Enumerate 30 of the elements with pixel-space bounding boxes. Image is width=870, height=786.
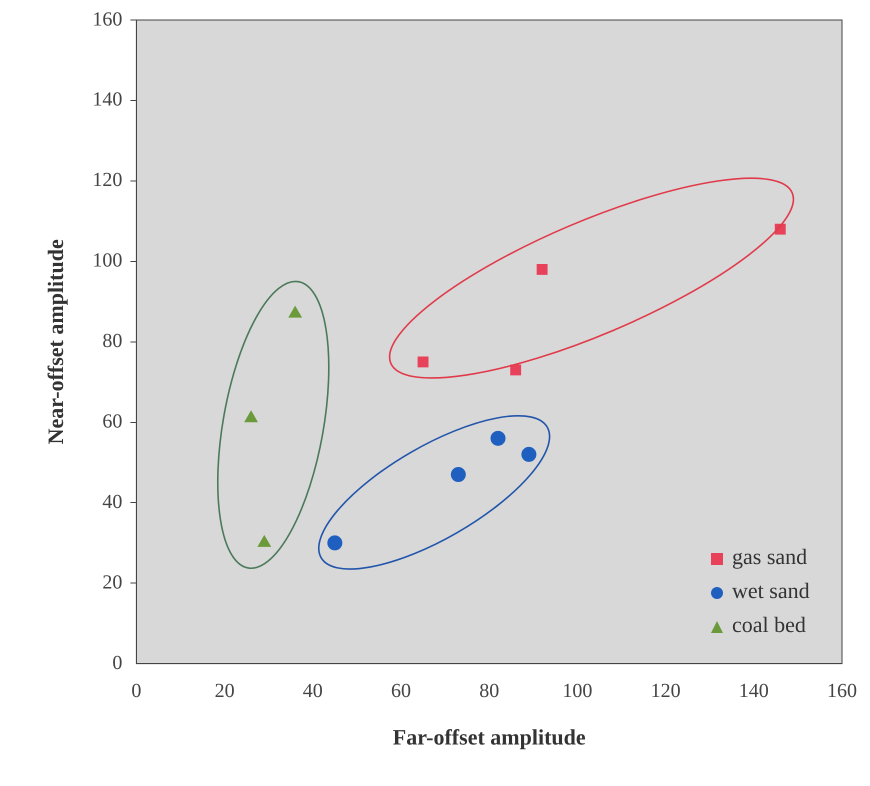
x-tick-label: 160 xyxy=(827,680,857,702)
x-axis-title: Far-offset amplitude xyxy=(392,724,586,750)
y-tick-label: 160 xyxy=(92,8,122,30)
y-tick-label: 0 xyxy=(112,652,122,674)
y-tick-label: 20 xyxy=(102,571,122,594)
y-tick-label: 140 xyxy=(92,88,122,111)
x-tick-label: 20 xyxy=(214,680,235,702)
y-tick-label: 40 xyxy=(102,490,122,513)
x-tick-label: 100 xyxy=(562,680,592,702)
point xyxy=(418,356,428,368)
point xyxy=(450,467,466,482)
x-tick-label: 140 xyxy=(738,680,769,702)
x-tick-label: 80 xyxy=(479,680,500,702)
point xyxy=(521,446,536,462)
point xyxy=(327,535,342,550)
x-tick-label: 40 xyxy=(302,680,323,702)
y-tick-label: 120 xyxy=(92,169,122,192)
x-tick-label: 60 xyxy=(391,680,411,702)
legend-label: coal bed xyxy=(732,612,806,637)
point xyxy=(490,430,506,446)
point xyxy=(536,264,548,275)
legend-label: wet sand xyxy=(732,578,810,603)
legend-label: gas sand xyxy=(732,544,808,569)
x-tick-label: 0 xyxy=(131,680,142,702)
point xyxy=(510,364,522,376)
y-tick-label: 60 xyxy=(102,410,122,432)
y-tick-label: 80 xyxy=(102,330,122,352)
y-axis-title: Near-offset amplitude xyxy=(42,239,68,444)
x-tick-label: 120 xyxy=(650,680,681,702)
y-tick-label: 100 xyxy=(92,250,122,272)
